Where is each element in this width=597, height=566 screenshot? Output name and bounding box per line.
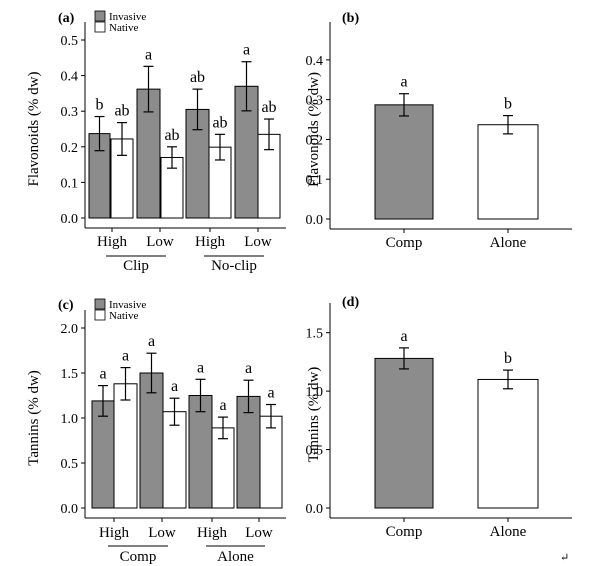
significance-label: a bbox=[197, 359, 204, 376]
significance-label: ab bbox=[164, 127, 179, 144]
significance-label: ab bbox=[212, 114, 227, 131]
panel-label: (c) bbox=[58, 298, 74, 313]
x-tick-label: Low bbox=[244, 234, 272, 250]
bar-alone bbox=[477, 378, 539, 509]
panel-b-chart: (b) 0.0 0.1 0.2 0.3 0.4 Flavonoids (% dw) a b Com… bbox=[306, 11, 572, 251]
significance-label: a bbox=[171, 378, 178, 395]
legend-entry-native: Native bbox=[109, 310, 138, 322]
legend-swatch-invasive bbox=[94, 298, 106, 310]
x-tick-label: Comp bbox=[386, 524, 423, 540]
y-tick-label: 0.5 bbox=[61, 457, 79, 472]
bar-invasive bbox=[188, 395, 213, 509]
y-tick-label: 1.5 bbox=[61, 367, 79, 382]
x-tick-label: High bbox=[195, 234, 226, 250]
y-tick-label: 0.3 bbox=[306, 94, 324, 109]
panel-label: (d) bbox=[342, 295, 359, 310]
legend-entry-invasive: Invasive bbox=[109, 299, 146, 311]
y-tick-label: 1.0 bbox=[306, 385, 324, 400]
y-tick-label: 0.0 bbox=[61, 212, 79, 227]
significance-label: ab bbox=[261, 99, 276, 116]
legend-entry-native: Native bbox=[109, 22, 138, 34]
x-tick-label: High bbox=[99, 525, 130, 541]
x-tick-label: Comp bbox=[386, 235, 423, 251]
significance-label: a bbox=[219, 397, 226, 414]
x-tick-label: High bbox=[97, 234, 128, 250]
significance-label: a bbox=[145, 46, 152, 63]
panel-label: (a) bbox=[58, 11, 75, 26]
legend-swatch-invasive bbox=[94, 10, 106, 22]
y-tick-label: 0.2 bbox=[61, 141, 79, 156]
bar-native bbox=[162, 411, 187, 509]
x-tick-label: Low bbox=[148, 525, 176, 541]
x-tick-label: Low bbox=[245, 525, 273, 541]
y-axis-title: Flavonoids (% dw) bbox=[26, 72, 42, 187]
bar-native bbox=[259, 415, 283, 509]
significance-label: b bbox=[96, 97, 104, 114]
group-label: No-clip bbox=[211, 258, 257, 274]
significance-label: a bbox=[245, 360, 252, 377]
legend-swatch-native bbox=[94, 309, 106, 321]
y-tick-label: 0.0 bbox=[61, 502, 79, 517]
y-axis-title: Flavonoids (% dw) bbox=[306, 72, 322, 187]
significance-label: a bbox=[400, 328, 407, 345]
y-axis-title: Tannins (% dw) bbox=[26, 370, 42, 466]
x-tick-label: Alone bbox=[490, 235, 527, 251]
y-tick-label: 0.5 bbox=[61, 34, 79, 49]
bar-alone bbox=[477, 124, 539, 220]
significance-label: ab bbox=[190, 69, 205, 86]
y-tick-label: 0.2 bbox=[306, 133, 324, 148]
x-tick-label: High bbox=[197, 525, 228, 541]
x-tick-label: Low bbox=[146, 234, 174, 250]
bar-native bbox=[113, 383, 138, 509]
significance-label: ab bbox=[114, 103, 129, 120]
bar-comp bbox=[374, 357, 434, 509]
legend-entry-invasive: Invasive bbox=[109, 11, 146, 23]
bar-invasive bbox=[91, 400, 115, 509]
group-label: Alone bbox=[217, 549, 254, 565]
significance-label: a bbox=[400, 74, 407, 91]
significance-label: a bbox=[148, 333, 155, 350]
footer-mark: ↵ bbox=[560, 552, 569, 564]
panel-label: (b) bbox=[342, 11, 359, 26]
significance-label: a bbox=[99, 366, 106, 383]
legend-swatch-native bbox=[94, 21, 106, 33]
significance-label: a bbox=[243, 42, 250, 59]
y-tick-label: 0.3 bbox=[61, 105, 79, 120]
group-label: Comp bbox=[120, 549, 157, 565]
y-tick-label: 0.0 bbox=[306, 502, 324, 517]
x-tick-label: Alone bbox=[490, 524, 527, 540]
significance-label: a bbox=[267, 385, 274, 402]
significance-label: a bbox=[122, 348, 129, 365]
y-tick-label: 1.0 bbox=[61, 412, 79, 427]
y-tick-label: 0.0 bbox=[306, 213, 324, 228]
significance-label: b bbox=[504, 96, 512, 113]
y-tick-label: 2.0 bbox=[61, 322, 79, 337]
y-axis-title: Tannins (% dw) bbox=[306, 367, 322, 463]
bar-comp bbox=[374, 104, 434, 220]
y-tick-label: 0.5 bbox=[306, 444, 324, 459]
y-tick-label: 0.1 bbox=[306, 173, 324, 188]
y-tick-label: 0.1 bbox=[61, 176, 79, 191]
significance-label: b bbox=[504, 350, 512, 367]
panel-d-chart: (d) 0.0 0.5 1.0 1.5 Tannins (% dw) a b Comp Alone bbox=[306, 295, 572, 540]
group-label: Clip bbox=[123, 258, 149, 274]
y-tick-label: 0.4 bbox=[61, 70, 79, 85]
bar-native bbox=[211, 427, 235, 509]
y-tick-label: 0.4 bbox=[306, 54, 324, 69]
y-tick-label: 1.5 bbox=[306, 327, 324, 342]
